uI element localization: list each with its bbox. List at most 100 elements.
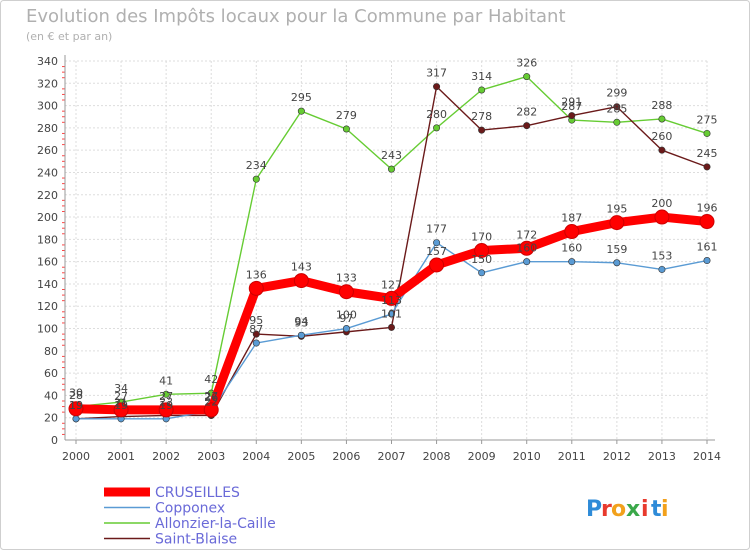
data-point: [699, 214, 715, 230]
data-point: [293, 273, 309, 289]
data-point: [474, 243, 490, 258]
data-label: 133: [336, 272, 357, 285]
data-label: 195: [606, 203, 627, 216]
data-point: [252, 339, 260, 347]
data-point: [523, 73, 531, 81]
data-point: [338, 284, 354, 300]
y-tick-label: 340: [37, 55, 58, 68]
data-label: 275: [697, 113, 718, 126]
data-point: [703, 163, 711, 171]
legend-label: Allonzier-la-Caille: [155, 516, 276, 532]
data-point: [297, 107, 305, 115]
data-label: 127: [381, 278, 402, 291]
data-label: 150: [471, 253, 492, 266]
x-tick-label: 2009: [468, 450, 496, 463]
data-point: [433, 83, 441, 91]
data-label: 295: [291, 91, 312, 104]
y-tick-label: 260: [37, 144, 58, 157]
data-point: [387, 323, 395, 331]
data-label: 196: [697, 202, 718, 215]
data-point: [478, 126, 486, 134]
y-tick-label: 300: [37, 100, 58, 113]
data-point: [162, 390, 170, 398]
data-label: 30: [69, 387, 83, 400]
data-label: 161: [697, 241, 718, 254]
data-label: 170: [471, 231, 492, 244]
data-label: 21: [114, 397, 128, 410]
chart-subtitle: (en € et par an): [26, 30, 112, 43]
x-tick-label: 2014: [693, 450, 721, 463]
y-tick-label: 0: [51, 434, 58, 447]
data-point: [342, 125, 350, 133]
data-label: 27: [204, 390, 218, 403]
data-point: [72, 415, 80, 423]
y-tick-label: 100: [37, 323, 58, 336]
data-point: [433, 239, 441, 247]
x-tick-label: 2000: [62, 450, 90, 463]
data-label: 136: [246, 268, 267, 281]
x-tick-label: 2012: [603, 450, 631, 463]
data-label: 234: [246, 159, 267, 172]
data-label: 113: [381, 294, 402, 307]
data-label: 280: [426, 108, 447, 121]
data-label: 279: [336, 109, 357, 122]
data-label: 19: [69, 399, 83, 412]
data-label: 187: [561, 212, 582, 225]
chart-title: Evolution des Impôts locaux pour la Comm…: [26, 6, 566, 27]
data-point: [384, 290, 399, 306]
y-tick-label: 180: [37, 233, 58, 246]
y-tick-label: 240: [37, 166, 58, 179]
data-point: [568, 112, 576, 120]
data-point: [252, 330, 260, 338]
data-label: 317: [426, 67, 447, 80]
brand-logo-letter: x: [626, 497, 640, 522]
x-tick-label: 2005: [287, 450, 315, 463]
data-label: 200: [651, 197, 672, 210]
data-label: 282: [516, 106, 537, 119]
data-point: [568, 258, 576, 266]
x-tick-label: 2011: [558, 450, 586, 463]
data-label: 172: [516, 228, 537, 241]
data-point: [342, 325, 350, 333]
y-tick-label: 20: [44, 412, 58, 425]
data-label: 243: [381, 149, 402, 162]
data-point: [564, 224, 580, 240]
data-point: [248, 280, 264, 296]
data-label: 93: [294, 316, 308, 329]
y-tick-label: 280: [37, 122, 58, 135]
data-point: [203, 402, 219, 418]
data-label: 22: [204, 395, 218, 408]
y-tick-label: 40: [44, 389, 58, 402]
x-tick-label: 2006: [332, 450, 360, 463]
y-tick-label: 60: [44, 367, 58, 380]
data-point: [658, 115, 666, 123]
data-point: [703, 257, 711, 265]
data-point: [252, 175, 260, 183]
data-label: 278: [471, 110, 492, 123]
x-tick-label: 2013: [648, 450, 676, 463]
data-label: 27: [114, 390, 128, 403]
data-point: [658, 265, 666, 273]
data-label: 288: [651, 99, 672, 112]
y-tick-label: 220: [37, 189, 58, 202]
data-label: 97: [339, 312, 353, 325]
data-point: [158, 402, 174, 418]
data-label: 159: [606, 243, 627, 256]
data-point: [703, 129, 711, 137]
y-tick-label: 200: [37, 211, 58, 224]
data-label: 100: [336, 309, 357, 322]
data-point: [387, 310, 395, 318]
data-label: 42: [204, 373, 218, 386]
y-tick-label: 80: [44, 345, 58, 358]
data-label: 28: [69, 389, 83, 402]
brand-logo-letter: r: [601, 497, 612, 522]
data-point: [523, 258, 531, 266]
x-tick-label: 2008: [423, 450, 451, 463]
data-point: [387, 165, 395, 173]
data-point: [113, 402, 129, 418]
x-tick-label: 2010: [513, 450, 541, 463]
brand-logo-letter: P: [586, 497, 602, 522]
data-label: 19: [114, 399, 128, 412]
data-label: 34: [114, 382, 128, 395]
